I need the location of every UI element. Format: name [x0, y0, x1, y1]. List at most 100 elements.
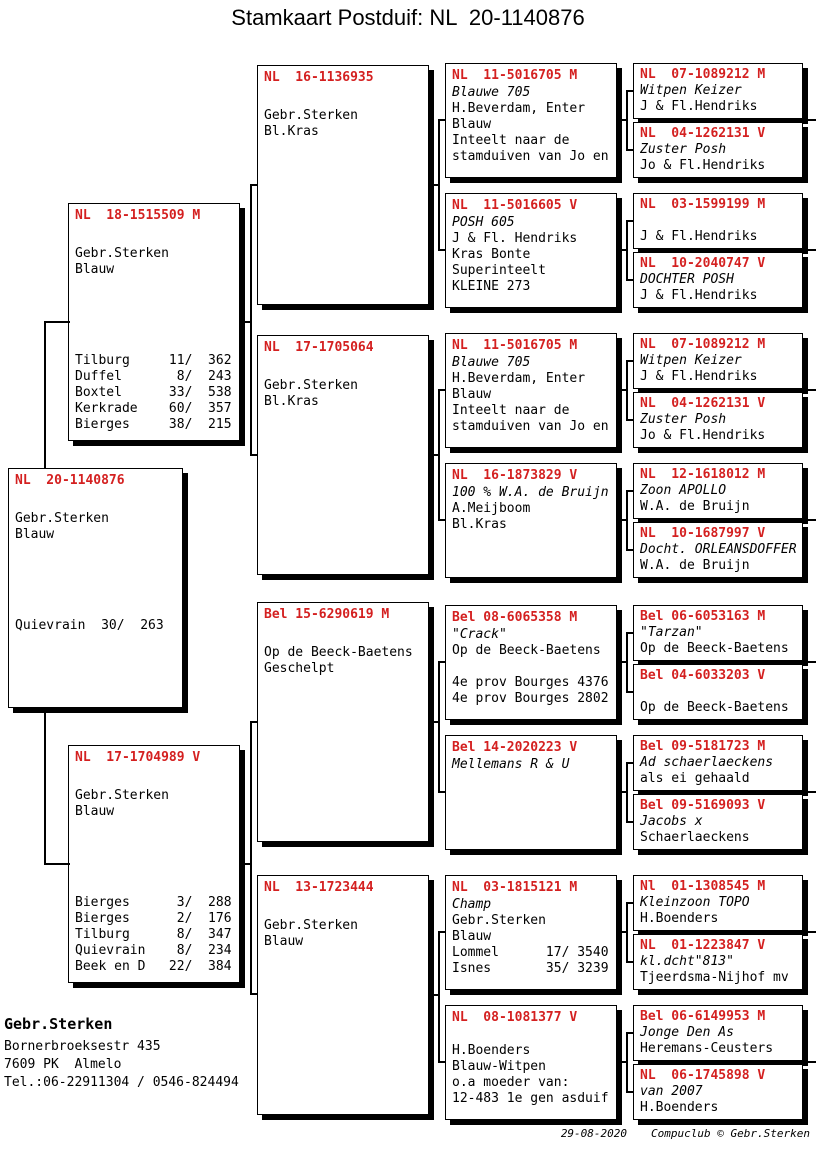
connector-line: [438, 661, 446, 663]
race-result: Bierges 3/ 288: [75, 895, 232, 910]
page-title: Stamkaart Postduif: NL 20-1140876: [231, 5, 585, 30]
race-results: Quievrain 30/ 263: [15, 618, 164, 634]
pedigree-line: J & Fl.Hendriks: [640, 288, 758, 303]
race-result: Boxtel 33/ 538: [75, 385, 232, 400]
connector-line: [438, 931, 446, 933]
pedigree-line: J & Fl.Hendriks: [640, 369, 758, 384]
connector-line: [807, 931, 816, 933]
pigeon-name: Jacobs x: [640, 814, 703, 829]
pigeon-name: Witpen Keizer: [640, 83, 742, 98]
connector-line: [807, 661, 816, 663]
connector-line: [44, 321, 70, 323]
pigeon-box-gg_grandparents-10: Bel 09-5181723 M Ad schaerlaeckens als ei …: [633, 735, 803, 791]
connector-line: [438, 249, 446, 251]
ring-number: NL 12-1618012 M: [640, 467, 766, 482]
pigeon-box-grandparents-3: NL 13-1723444 Gebr.Sterken Blauw: [257, 875, 429, 1115]
pigeon-box-gg_grandparents-2: NL 03-1599199 M J & Fl.Hendriks: [633, 193, 803, 249]
pedigree-line: Gebr.Sterken: [15, 511, 109, 526]
owner-name: Gebr.Sterken: [4, 1015, 113, 1033]
pedigree-line: Blauw: [452, 929, 492, 944]
pedigree-line: [452, 659, 612, 675]
pigeon-details: Witpen Keizer J & Fl.Hendriks: [640, 83, 798, 115]
pigeon-name: Jonge Den As: [640, 1025, 734, 1040]
pigeon-box-great_grandparents-4: Bel 08-6065358 M "Crack" Op de Beeck-Baete…: [445, 605, 617, 720]
pedigree-line: H.Boenders: [452, 1043, 531, 1058]
print-footer: 29-08-2020 Compuclub © Gebr.Sterken: [561, 1127, 810, 1140]
pigeon-name: Witpen Keizer: [640, 353, 742, 368]
connector-line: [626, 902, 628, 963]
pigeon-details: Gebr.Sterken Bl.Kras: [264, 108, 424, 140]
race-result: Tilburg 8/ 347: [75, 927, 232, 942]
connector-line: [250, 454, 258, 456]
connector-line: [431, 721, 438, 723]
race-result: Kerkrade 60/ 357: [75, 401, 232, 416]
pedigree-line: Bl.Kras: [264, 124, 319, 139]
connector-line: [438, 1061, 446, 1063]
ring-number: Bel 09-5169093 V: [640, 798, 766, 813]
race-result: Quievrain 8/ 234: [75, 943, 232, 958]
pedigree-line: H.Boenders: [640, 911, 719, 926]
pedigree-line: Bl.Kras: [264, 394, 319, 409]
pigeon-box-great_grandparents-6: NL 03-1815121 M Champ Gebr.Sterken Blauw Lom…: [445, 875, 617, 990]
ring-number: NL 03-1599199 M: [640, 197, 766, 212]
pedigree-line: Jo & Fl.Hendriks: [640, 158, 766, 173]
pigeon-name: [640, 684, 798, 700]
pigeon-name: 100 % W.A. de Bruijn: [452, 485, 609, 500]
connector-line: [438, 791, 446, 793]
pedigree-line: Inteelt naar de: [452, 133, 570, 148]
connector-line: [242, 321, 250, 323]
pigeon-details: Champ Gebr.Sterken Blauw Lommel 17/ 3540 Isn…: [452, 897, 612, 977]
connector-line: [250, 721, 258, 723]
connector-line: [250, 993, 258, 995]
pigeon-details: Zuster Posh Jo & Fl.Hendriks: [640, 412, 798, 444]
pigeon-box-gg_grandparents-7: NL 10-1687997 V Docht. ORLEANSDOFFER W.A. …: [633, 522, 803, 578]
pigeon-details: Gebr.Sterken Blauw: [75, 246, 235, 278]
connector-line: [250, 721, 252, 995]
pigeon-details: J & Fl.Hendriks: [640, 213, 798, 245]
pigeon-box-subject: NL 20-1140876 Gebr.Sterken Blauw Quievrain …: [8, 468, 183, 708]
pigeon-details: kl.dcht"813" Tjeerdsma-Nijhof mv: [640, 954, 798, 986]
pedigree-line: Tjeerdsma-Nijhof mv: [640, 970, 789, 985]
pigeon-name: DOCHTER POSH: [640, 272, 734, 287]
pedigree-line: W.A. de Bruijn: [640, 499, 750, 514]
ring-number: Bel 04-6033203 V: [640, 668, 766, 683]
pigeon-box-gg_grandparents-14: Bel 06-6149953 M Jonge Den As Heremans-Ceu…: [633, 1005, 803, 1061]
pedigree-line: stamduiven van Jo en: [452, 149, 609, 164]
pigeon-box-gg_grandparents-12: Nl 01-1308545 M Kleinzoon TOPO H.Boenders: [633, 875, 803, 931]
pigeon-name: Ad schaerlaeckens: [640, 755, 774, 770]
connector-line: [626, 419, 634, 421]
connector-line: [438, 519, 446, 521]
pedigree-line: Op de Beeck-Baetens: [640, 700, 789, 715]
pigeon-name: POSH 605: [452, 215, 515, 230]
ring-number: NL 10-1687997 V: [640, 526, 766, 541]
connector-line: [438, 119, 440, 251]
pedigree-line: Kras Bonte: [452, 247, 531, 262]
connector-line: [626, 762, 634, 764]
pigeon-name: Docht. ORLEANSDOFFER: [640, 542, 797, 557]
pigeon-name: Kleinzoon TOPO: [640, 895, 750, 910]
pedigree-line: stamduiven van Jo en: [452, 419, 609, 434]
connector-line: [619, 931, 626, 933]
connector-line: [431, 184, 438, 186]
pedigree-line: 4e prov Bourges 4376: [452, 675, 609, 690]
pigeon-details: Gebr.Sterken Blauw: [75, 788, 235, 820]
pigeon-details: Ad schaerlaeckens als ei gehaald: [640, 755, 798, 787]
pedigree-line: Schaerlaeckens: [640, 830, 750, 845]
connector-line: [807, 249, 816, 251]
pigeon-box-great_grandparents-5: Bel 14-2020223 V Mellemans R & U: [445, 735, 617, 850]
pigeon-name: "Crack": [452, 627, 507, 642]
pedigree-line: Blauw: [452, 387, 492, 402]
connector-line: [626, 1032, 628, 1093]
pigeon-details: Witpen Keizer J & Fl.Hendriks: [640, 353, 798, 385]
ring-number: NL 17-1705064: [264, 340, 374, 355]
pigeon-box-parents-0: NL 18-1515509 M Gebr.Sterken Blauw Tilburg …: [68, 203, 240, 441]
pigeon-box-grandparents-2: Bel 15-6290619 M Op de Beeck-Baetens Gesch…: [257, 602, 429, 842]
connector-line: [626, 90, 628, 151]
pedigree-line: Blauw: [15, 527, 55, 542]
pedigree-line: Superinteelt: [452, 263, 546, 278]
pedigree-line: Op de Beeck-Baetens: [452, 643, 601, 658]
pigeon-box-gg_grandparents-8: Bel 06-6053163 M "Tarzan" Op de Beeck-Baet…: [633, 605, 803, 661]
ring-number: NL 16-1873829 V: [452, 468, 578, 483]
pedigree-line: als ei gehaald: [640, 771, 750, 786]
